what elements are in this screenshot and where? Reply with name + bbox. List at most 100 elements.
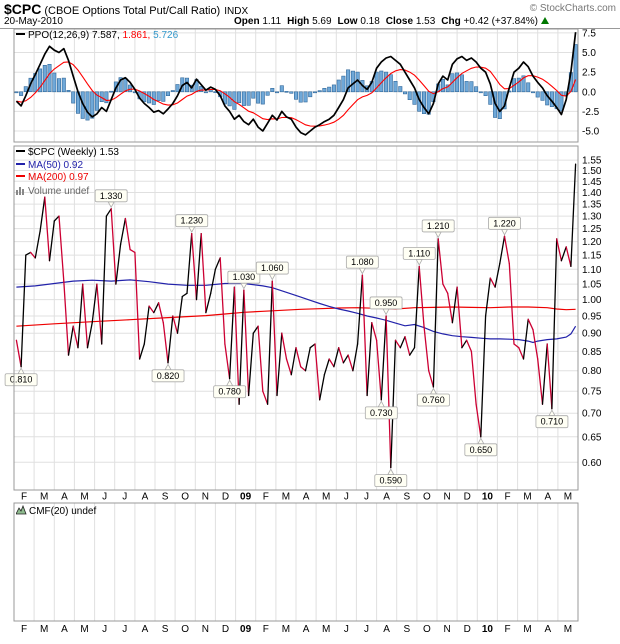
- svg-text:A: A: [544, 624, 551, 635]
- low-value: 0.18: [360, 16, 380, 27]
- svg-text:J: J: [364, 624, 369, 635]
- svg-text:M: M: [80, 492, 88, 503]
- svg-text:M: M: [40, 492, 48, 503]
- svg-text:A: A: [61, 492, 68, 503]
- price-legend-symbol-row: $CPC (Weekly) 1.53: [16, 147, 119, 160]
- svg-text:J: J: [102, 624, 107, 635]
- price-callout: 1.030: [227, 270, 261, 290]
- svg-text:M: M: [40, 624, 48, 635]
- price-callout: 1.210: [421, 219, 455, 239]
- quote-row: Open 1.11 High 5.69 Low 0.18 Close 1.53 Chg …: [234, 16, 550, 27]
- svg-text:1.35: 1.35: [582, 200, 602, 211]
- svg-text:M: M: [564, 492, 572, 503]
- svg-text:S: S: [162, 492, 169, 503]
- svg-text:0.90: 0.90: [582, 329, 602, 340]
- svg-text:1.220: 1.220: [493, 218, 516, 228]
- high-value: 5.69: [312, 16, 332, 27]
- ppo-signal-line: [16, 61, 577, 127]
- svg-text:1.030: 1.030: [233, 272, 256, 282]
- volume-legend: Volume undef: [28, 185, 90, 197]
- cmf-panel-border: [13, 502, 579, 622]
- svg-text:M: M: [322, 492, 330, 503]
- price-line-swatch: [16, 150, 25, 153]
- svg-text:J: J: [344, 492, 349, 503]
- svg-text:M: M: [80, 624, 88, 635]
- svg-text:0.0: 0.0: [582, 87, 596, 98]
- ppo-line-swatch: [16, 33, 25, 36]
- price-callout: 0.760: [417, 387, 450, 407]
- svg-text:0.710: 0.710: [541, 417, 564, 427]
- price-legend-symbol: $CPC (Weekly) 1.53: [28, 147, 119, 158]
- svg-text:0.760: 0.760: [422, 395, 445, 405]
- svg-text:0.95: 0.95: [582, 311, 602, 322]
- chg-value: +0.42 (+37.84%): [463, 16, 539, 27]
- svg-text:J: J: [344, 624, 349, 635]
- ppo-legend: PPO(12,26,9) 7.587, 1.861, 5.726: [16, 30, 178, 43]
- svg-text:A: A: [142, 624, 149, 635]
- price-line: [15, 163, 577, 469]
- ma50-legend-row: MA(50) 0.92: [16, 160, 119, 173]
- svg-text:1.45: 1.45: [582, 177, 602, 188]
- svg-text:S: S: [403, 492, 410, 503]
- price-callout: 1.110: [402, 246, 436, 266]
- svg-text:-5.0: -5.0: [582, 127, 600, 138]
- svg-text:F: F: [263, 624, 269, 635]
- date-label: 20-May-2010: [4, 16, 63, 27]
- svg-text:M: M: [282, 492, 290, 503]
- price-callout: 0.590: [374, 468, 408, 488]
- svg-text:1.40: 1.40: [582, 188, 602, 199]
- cmf-legend: CMF(20) undef: [15, 504, 96, 519]
- svg-text:A: A: [303, 624, 310, 635]
- open-label: Open: [234, 16, 260, 27]
- price-panel-border: [13, 145, 579, 491]
- svg-text:0.810: 0.810: [10, 375, 33, 385]
- svg-text:1.30: 1.30: [582, 212, 602, 223]
- svg-text:1.55: 1.55: [582, 156, 602, 167]
- svg-text:1.05: 1.05: [582, 280, 602, 291]
- price-callout: 0.810: [4, 367, 38, 387]
- svg-text:J: J: [122, 492, 127, 503]
- price-callout: 0.730: [364, 400, 398, 420]
- svg-text:0.730: 0.730: [370, 408, 393, 418]
- price-callout: 1.230: [175, 214, 209, 234]
- price-legend: $CPC (Weekly) 1.53 MA(50) 0.92 MA(200) 0…: [16, 147, 119, 198]
- svg-text:O: O: [423, 492, 431, 503]
- ma200-legend: MA(200) 0.97: [28, 172, 89, 183]
- svg-text:D: D: [222, 492, 229, 503]
- svg-text:N: N: [202, 492, 209, 503]
- svg-text:09: 09: [240, 624, 252, 635]
- svg-text:1.080: 1.080: [351, 257, 374, 267]
- price-callout: 0.820: [151, 363, 185, 383]
- svg-text:1.060: 1.060: [261, 263, 284, 273]
- svg-text:M: M: [523, 624, 531, 635]
- svg-text:0.80: 0.80: [582, 366, 602, 377]
- ppo-line: [15, 32, 577, 136]
- ma50-legend: MA(50) 0.92: [28, 159, 84, 171]
- svg-text:0.950: 0.950: [375, 298, 398, 308]
- price-callout: 1.060: [255, 261, 289, 281]
- svg-text:10: 10: [482, 624, 494, 635]
- cmf-area-icon: [15, 504, 27, 515]
- close-value: 1.53: [415, 16, 436, 27]
- svg-text:0.70: 0.70: [582, 409, 602, 420]
- stockcharts-credit: © StockCharts.com: [529, 3, 616, 14]
- symbol-label: $CPC: [4, 1, 42, 17]
- svg-text:0.820: 0.820: [157, 371, 180, 381]
- svg-text:A: A: [303, 492, 310, 503]
- svg-text:D: D: [222, 624, 229, 635]
- svg-text:J: J: [122, 624, 127, 635]
- price-annotations: 0.810 1.330 0.820 1.230 0.780 1.030 1.060 1.080…: [4, 189, 569, 488]
- ma200-line: [16, 306, 576, 327]
- svg-text:7.5: 7.5: [582, 28, 596, 39]
- volume-legend-row: Volume undef: [16, 185, 119, 199]
- svg-text:F: F: [263, 492, 269, 503]
- ma50-swatch: [16, 162, 25, 165]
- ma50-line: [16, 279, 577, 344]
- svg-text:1.25: 1.25: [582, 224, 602, 235]
- svg-text:10: 10: [482, 492, 494, 503]
- svg-text:0.650: 0.650: [470, 445, 493, 455]
- high-label: High: [287, 16, 310, 27]
- x-axis-labels: F M A M J J A S O N D 09 F M A M J J A S O N D 10 F M A M: [21, 624, 572, 635]
- svg-text:1.10: 1.10: [582, 265, 602, 276]
- svg-text:A: A: [544, 492, 551, 503]
